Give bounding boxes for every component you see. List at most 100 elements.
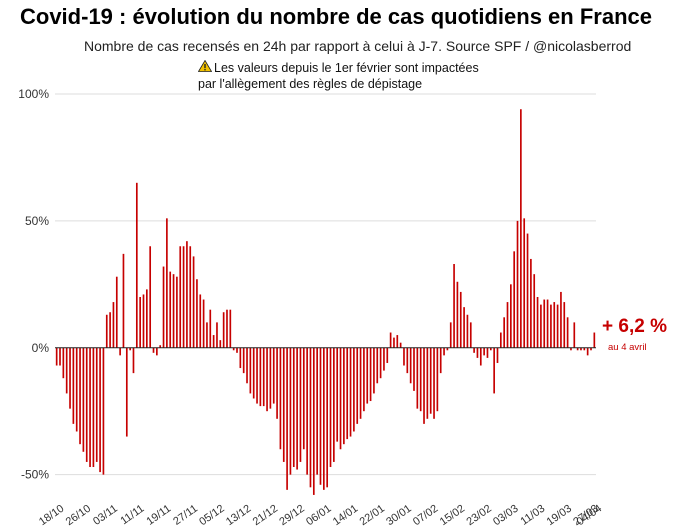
bar — [393, 337, 395, 348]
bar — [476, 347, 479, 358]
bar — [419, 347, 422, 412]
bar — [439, 347, 442, 374]
bar — [483, 347, 485, 356]
bar — [199, 294, 202, 348]
bar — [499, 332, 502, 348]
bar — [72, 347, 75, 424]
bar — [125, 347, 128, 437]
bar — [356, 347, 359, 424]
bar — [343, 347, 345, 445]
bar — [105, 314, 108, 348]
bar — [182, 246, 185, 348]
bar — [416, 347, 419, 409]
bar — [413, 347, 415, 391]
warning-icon — [197, 59, 213, 76]
chart-title: Covid-19 : évolution du nombre de cas qu… — [20, 4, 652, 29]
bar — [409, 347, 412, 384]
bar — [119, 347, 121, 356]
bar — [226, 309, 228, 348]
bar — [383, 347, 385, 371]
bar — [252, 347, 255, 399]
bar — [553, 302, 556, 348]
bar — [65, 347, 68, 394]
bar — [436, 347, 439, 412]
bar — [536, 297, 539, 348]
bar — [493, 347, 495, 394]
bar — [192, 256, 195, 348]
bar — [373, 347, 375, 394]
bar — [489, 347, 492, 351]
bar — [570, 347, 572, 351]
bar — [232, 347, 235, 351]
bar — [359, 347, 362, 419]
bar — [526, 233, 529, 348]
x-tick-label: 18/10 — [37, 503, 66, 529]
bar — [316, 347, 318, 475]
bar — [259, 347, 262, 407]
bar — [329, 347, 332, 468]
bar — [369, 347, 372, 402]
bar — [510, 284, 512, 348]
last-value-label: + 6,2 % — [602, 316, 667, 337]
bar — [152, 347, 155, 353]
bar — [112, 302, 115, 348]
bar — [62, 347, 65, 379]
bar — [546, 299, 549, 348]
bar — [276, 347, 278, 419]
bar — [162, 266, 165, 348]
bar — [580, 347, 582, 351]
bar — [586, 347, 589, 356]
x-tick-label: 11/11 — [118, 503, 146, 528]
bar — [156, 347, 158, 356]
bar — [55, 347, 58, 366]
bar — [212, 335, 215, 348]
bar — [59, 347, 61, 366]
bar — [206, 322, 208, 348]
bar — [333, 347, 335, 462]
bar — [566, 317, 569, 348]
bar — [289, 347, 292, 475]
bar — [496, 347, 499, 363]
bar — [513, 251, 516, 348]
bar — [560, 291, 562, 348]
bar — [506, 302, 509, 348]
x-tick-label: 14/01 — [331, 503, 360, 529]
bar — [286, 347, 288, 490]
x-tick-label: 22/01 — [358, 503, 387, 529]
bar — [309, 347, 312, 488]
bar — [269, 347, 272, 409]
x-tick-label: 21/12 — [251, 503, 280, 529]
bar — [189, 246, 192, 348]
bar — [186, 241, 188, 348]
bar — [95, 347, 98, 462]
bar — [399, 342, 402, 348]
bar — [132, 347, 135, 374]
bar — [593, 332, 596, 348]
bar — [459, 291, 462, 348]
bar — [69, 347, 71, 409]
bar — [376, 347, 379, 384]
bar — [249, 347, 252, 394]
bar — [292, 347, 295, 468]
bar — [296, 347, 298, 470]
bar — [576, 347, 579, 351]
bar — [169, 271, 172, 348]
bar — [389, 332, 392, 348]
y-tick-label: 100% — [18, 87, 49, 101]
bar — [516, 220, 519, 348]
x-tick-label: 15/02 — [438, 503, 467, 529]
x-tick-label: 06/01 — [304, 503, 333, 529]
x-tick-label: 03/03 — [491, 503, 520, 529]
grid-layer — [55, 93, 596, 476]
bar — [272, 347, 275, 404]
bar — [229, 309, 232, 348]
bar — [256, 347, 258, 404]
bar — [530, 258, 532, 348]
bar — [139, 297, 141, 348]
bar — [463, 307, 465, 348]
bar — [403, 347, 405, 366]
bar — [102, 347, 105, 475]
bar — [159, 345, 162, 348]
bar — [336, 347, 339, 442]
